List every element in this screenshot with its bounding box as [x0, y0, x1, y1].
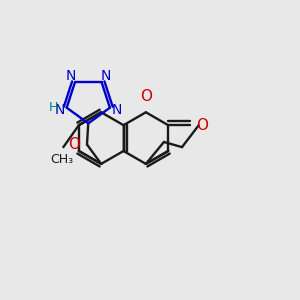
Text: O: O [196, 118, 208, 133]
Text: H: H [48, 101, 58, 114]
Text: N: N [65, 69, 76, 83]
Text: CH₃: CH₃ [50, 153, 73, 166]
Text: N: N [101, 69, 111, 83]
Text: O: O [140, 89, 152, 104]
Text: O: O [68, 137, 80, 152]
Text: N: N [112, 103, 122, 117]
Text: N: N [55, 103, 65, 117]
